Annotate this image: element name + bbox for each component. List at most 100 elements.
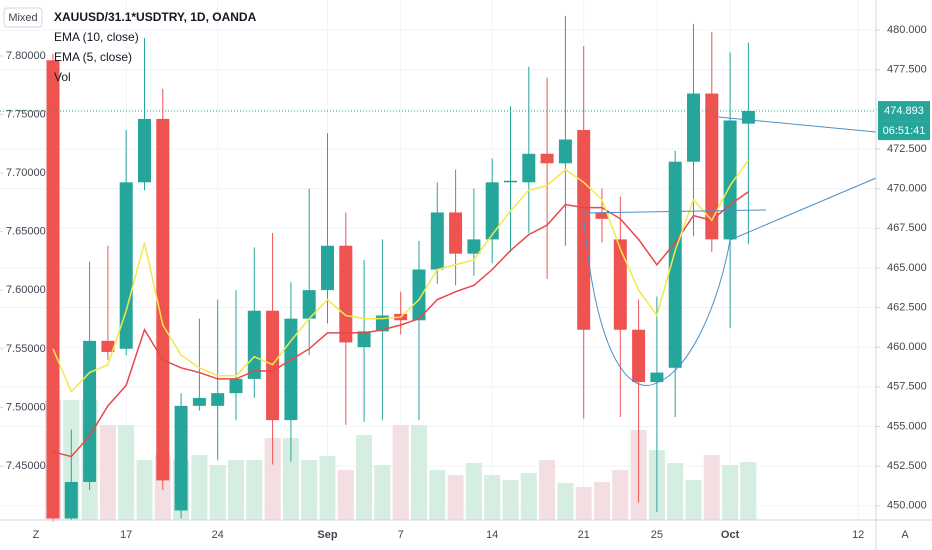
last-price-label: 474.893: [884, 105, 924, 117]
volume-bar: [209, 465, 226, 520]
last-price-badge: [878, 101, 930, 122]
x-tick-label: Oct: [721, 529, 740, 541]
chart-title: XAUUSD/31.1*USDTRY, 1D, OANDA: [54, 10, 257, 24]
candle-body: [101, 340, 115, 352]
y-tick-label: 450.000: [887, 500, 927, 512]
trend-line: [729, 177, 877, 241]
y-tick-label: 457.500: [887, 381, 927, 393]
scale-mode-label[interactable]: Mixed: [8, 12, 37, 24]
y-tick-label: 477.500: [887, 64, 927, 76]
candle-body: [687, 93, 700, 162]
candle-body: [138, 118, 151, 183]
trend-line: [717, 116, 877, 133]
ema-line: [52, 191, 749, 458]
candle-layer: [46, 15, 755, 522]
candle-body: [705, 93, 719, 240]
volume-bar: [722, 465, 739, 520]
volume-bar: [520, 473, 537, 520]
ema-line: [52, 159, 750, 393]
volume-bar: [667, 463, 684, 520]
candle-body: [229, 378, 243, 394]
y2-tick-label: 7.65000: [6, 226, 46, 238]
volume-bar: [337, 470, 354, 520]
volume-bar: [484, 475, 501, 520]
volume-bar: [557, 483, 574, 520]
auto-scale-button[interactable]: A: [901, 529, 909, 541]
volume-bar: [191, 455, 208, 520]
candle-body: [302, 290, 316, 319]
candle-body: [668, 161, 682, 368]
candle-body: [412, 269, 426, 321]
y-tick-label: 460.000: [887, 341, 927, 353]
x-tick-label: 12: [852, 529, 864, 541]
candle-body: [339, 245, 353, 343]
volume-bar: [118, 425, 135, 520]
y-tick-label: 452.500: [887, 460, 927, 472]
volume-bar: [301, 460, 318, 520]
candle-body: [741, 110, 755, 124]
y2-tick-label: 7.60000: [6, 284, 46, 296]
axes: 450.000 452.500 455.000 457.500 460.000 462.5…: [0, 24, 927, 541]
volume-bar: [685, 480, 702, 520]
volume-bar: [282, 438, 299, 520]
volume-bar: [392, 425, 409, 520]
horizontal-line: [582, 209, 767, 214]
candle-body: [449, 212, 463, 254]
candle-body: [156, 118, 170, 481]
candle-body: [430, 212, 444, 270]
y-tick-label: 467.500: [887, 222, 927, 234]
x-tick-label: 24: [212, 529, 224, 541]
x-tick-label: 17: [120, 529, 132, 541]
candle-body: [558, 139, 572, 164]
countdown-badge: [878, 121, 930, 141]
volume-bar: [447, 475, 464, 520]
volume-bar: [228, 460, 244, 520]
volume-bar: [612, 470, 629, 520]
volume-bar: [429, 470, 446, 520]
volume-bar: [594, 482, 610, 520]
ema-layer: [52, 159, 750, 458]
user-drawings: [582, 116, 877, 386]
volume-bar: [502, 480, 519, 520]
y2-tick-label: 7.50000: [6, 401, 46, 413]
candle-body: [540, 153, 554, 164]
scale-mode-button[interactable]: [3, 7, 43, 28]
legend-entry: Vol: [54, 70, 71, 84]
candle-body: [119, 182, 133, 349]
candle-body: [83, 340, 97, 482]
candle-body: [46, 60, 60, 519]
candle-body: [485, 182, 499, 240]
x-tick-label: 7: [398, 529, 404, 541]
volume-bar: [539, 460, 556, 520]
y2-tick-label: 7.70000: [6, 167, 46, 179]
candle-body: [595, 212, 609, 219]
candle-body: [650, 372, 664, 383]
candle-body: [192, 397, 206, 406]
volume-bar: [374, 465, 391, 520]
y2-tick-label: 7.55000: [6, 343, 46, 355]
countdown-label: 06:51:41: [883, 125, 926, 137]
candle-body: [174, 405, 188, 511]
candle-body: [723, 120, 737, 240]
volume-bar: [411, 425, 427, 520]
candle-body: [357, 331, 371, 348]
candle-body: [467, 239, 481, 254]
y-tick-label: 465.000: [887, 262, 927, 274]
y-tick-label: 472.500: [887, 143, 927, 155]
candle-body: [321, 245, 334, 291]
y-tick-label: 480.000: [887, 24, 927, 36]
y2-tick-label: 7.80000: [6, 50, 46, 62]
legend-entry: EMA (10, close): [54, 30, 139, 44]
y-tick-label: 462.500: [887, 301, 927, 313]
timezone-button[interactable]: Z: [33, 529, 40, 541]
candle-body: [504, 180, 517, 183]
volume-bar: [465, 463, 482, 520]
y-tick-label: 455.000: [887, 420, 927, 432]
candle-body: [211, 393, 225, 406]
volume-bar: [575, 487, 592, 520]
candle-body: [577, 130, 591, 330]
candle-body: [247, 310, 261, 379]
x-tick-label: 21: [578, 529, 590, 541]
y-tick-label: 470.000: [887, 183, 927, 195]
